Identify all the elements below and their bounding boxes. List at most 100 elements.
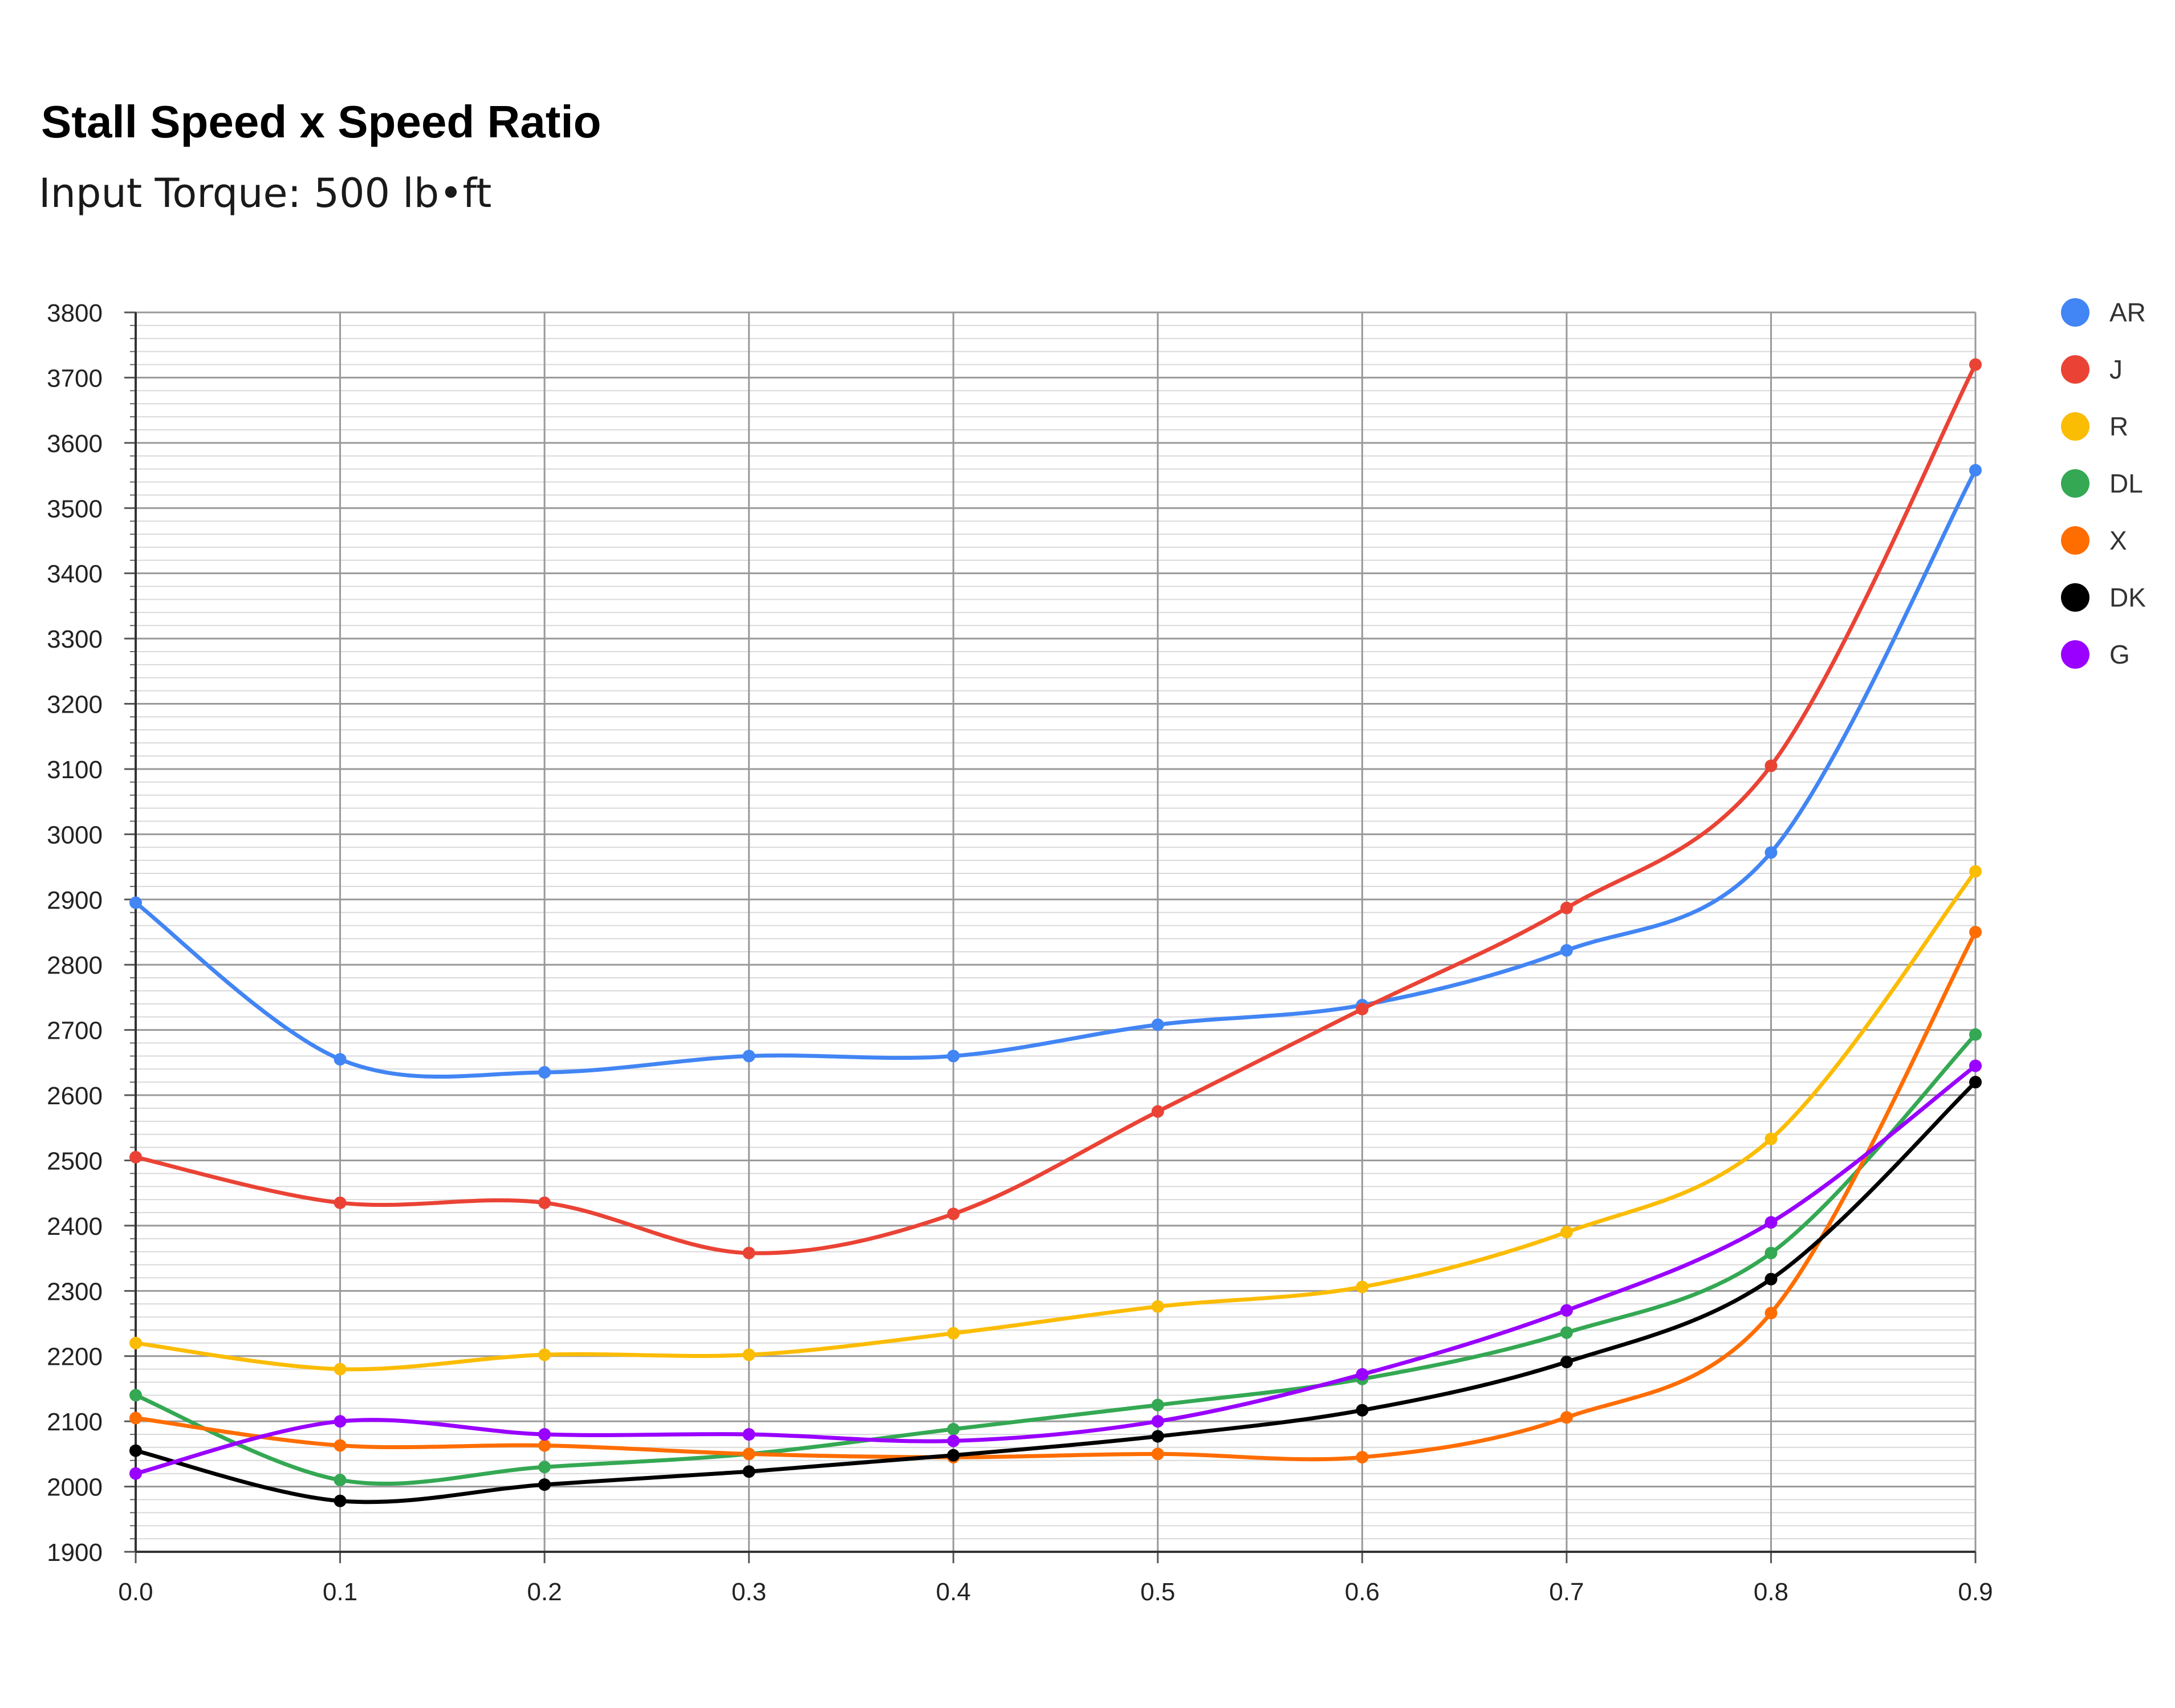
y-tick-label: 3300: [47, 625, 103, 653]
legend-label-g: G: [2109, 640, 2130, 669]
legend-label-dk: DK: [2109, 583, 2146, 612]
x-tick-label: 0.2: [527, 1578, 562, 1606]
y-tick-label: 2500: [47, 1147, 103, 1175]
data-point-dl: [334, 1474, 347, 1487]
data-point-dk: [1969, 1076, 1982, 1089]
data-point-g: [1356, 1368, 1369, 1381]
legend-swatch-r: [2061, 412, 2089, 441]
data-point-dl: [1765, 1246, 1778, 1259]
series-line-dk: [133, 1080, 1978, 1504]
y-tick-label: 2900: [47, 886, 103, 914]
y-tick-label: 2800: [47, 951, 103, 979]
y-tick-label: 3200: [47, 691, 103, 719]
data-point-r: [1560, 1226, 1573, 1239]
data-point-dl: [1560, 1326, 1573, 1339]
data-point-x: [1765, 1307, 1778, 1320]
data-point-j: [1765, 759, 1778, 772]
series-line-x: [133, 930, 1978, 1462]
data-point-j: [1969, 358, 1982, 371]
data-point-r: [538, 1348, 551, 1361]
data-point-dl: [1969, 1028, 1982, 1041]
data-point-r: [1765, 1132, 1778, 1145]
legend-item-g: G: [2061, 640, 2130, 669]
legend-swatch-x: [2061, 526, 2089, 555]
data-point-r: [947, 1327, 960, 1340]
legend-swatch-g: [2061, 640, 2089, 669]
x-tick-label: 0.7: [1549, 1578, 1584, 1606]
chart-subtitle: Input Torque: 500 lb•ft: [39, 170, 492, 217]
data-point-dk: [1356, 1404, 1369, 1417]
legend-item-x: X: [2061, 526, 2127, 555]
data-point-ar: [1151, 1018, 1164, 1031]
y-tick-label: 2300: [47, 1278, 103, 1306]
y-tick-label: 2600: [47, 1082, 103, 1110]
data-point-j: [742, 1246, 755, 1259]
data-point-j: [1560, 901, 1573, 914]
data-point-dk: [947, 1449, 960, 1462]
x-tick-label: 0.8: [1754, 1578, 1788, 1606]
x-tick-label: 0.1: [323, 1578, 357, 1606]
legend-swatch-dl: [2061, 469, 2089, 498]
legend-swatch-ar: [2061, 298, 2089, 327]
x-tick-label: 0.9: [1958, 1578, 1993, 1606]
legend-item-ar: AR: [2061, 298, 2146, 327]
series-dk: [129, 1076, 1982, 1507]
data-point-r: [1151, 1300, 1164, 1313]
data-point-j: [538, 1196, 551, 1209]
series-x: [129, 926, 1982, 1464]
data-point-dl: [538, 1461, 551, 1474]
data-point-x: [1151, 1447, 1164, 1461]
data-point-r: [1969, 865, 1982, 878]
data-point-ar: [947, 1050, 960, 1063]
data-point-r: [334, 1363, 347, 1376]
chart-legend: AR JR DL X DK G: [2061, 298, 2146, 669]
y-tick-label: 3400: [47, 560, 103, 588]
data-point-j: [947, 1207, 960, 1221]
data-point-ar: [742, 1050, 755, 1063]
data-point-x: [1969, 926, 1982, 938]
legend-label-dl: DL: [2109, 469, 2143, 498]
data-point-ar: [129, 896, 142, 909]
legend-label-r: R: [2109, 412, 2128, 441]
data-point-ar: [1765, 846, 1778, 859]
y-tick-label: 3800: [47, 299, 103, 327]
data-point-g: [538, 1428, 551, 1441]
y-tick-label: 3600: [47, 430, 103, 458]
data-point-j: [334, 1196, 347, 1209]
y-tick-label: 3100: [47, 756, 103, 784]
data-point-j: [1356, 1003, 1369, 1016]
data-point-dk: [538, 1478, 551, 1491]
data-point-g: [947, 1434, 960, 1447]
chart-title: Stall Speed x Speed Ratio: [41, 96, 601, 147]
legend-item-dk: DK: [2061, 583, 2146, 612]
series-j: [129, 358, 1982, 1259]
data-point-g: [129, 1467, 142, 1480]
x-tick-label: 0.3: [731, 1578, 766, 1606]
data-point-dl: [1151, 1398, 1164, 1412]
data-point-dk: [334, 1494, 347, 1507]
chart-series: [129, 358, 1982, 1507]
data-point-ar: [538, 1066, 551, 1079]
legend-swatch-j: [2061, 355, 2089, 384]
data-point-r: [129, 1336, 142, 1349]
data-point-x: [129, 1412, 142, 1425]
data-point-r: [742, 1348, 755, 1361]
x-tick-label: 0.4: [936, 1578, 971, 1606]
data-point-g: [1969, 1059, 1982, 1072]
data-point-dl: [947, 1422, 960, 1435]
data-point-dl: [129, 1389, 142, 1402]
data-point-x: [742, 1447, 755, 1461]
series-line-ar: [133, 468, 1978, 1079]
legend-label-j: J: [2109, 355, 2123, 384]
x-tick-label: 0.6: [1345, 1578, 1380, 1606]
legend-item-dl: DL: [2061, 469, 2143, 498]
y-tick-label: 2400: [47, 1213, 103, 1241]
data-point-g: [1151, 1415, 1164, 1428]
y-tick-label: 2000: [47, 1474, 103, 1502]
legend-item-r: R: [2061, 412, 2128, 441]
series-line-g: [133, 1064, 1978, 1476]
data-point-x: [538, 1439, 551, 1452]
data-point-g: [742, 1428, 755, 1441]
data-point-dk: [1560, 1356, 1573, 1369]
legend-swatch-dk: [2061, 583, 2089, 612]
